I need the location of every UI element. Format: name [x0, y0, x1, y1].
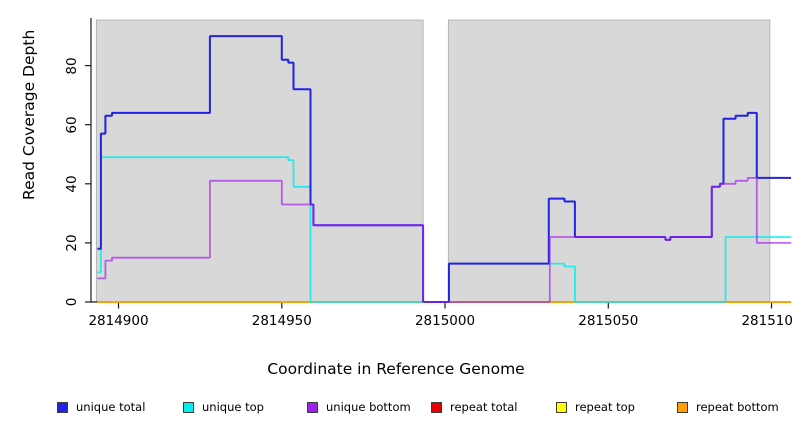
legend-item-unique-bottom: unique bottom [307, 399, 411, 415]
x-tick-label: 2815000 [414, 313, 476, 329]
repeat-total-swatch-icon [431, 401, 442, 413]
legend-label: repeat top [575, 400, 635, 414]
highlight-region [95, 19, 424, 303]
legend-item-repeat-total: repeat total [431, 399, 517, 415]
x-tick-label: 2815050 [578, 313, 639, 329]
legend-item-unique-total: unique total [57, 399, 145, 415]
series-unique-bottom [97, 177, 792, 303]
highlight-region [447, 19, 771, 303]
x-axis-title: Coordinate in Reference Genome [267, 360, 525, 378]
unique-bottom-swatch-icon [307, 401, 318, 413]
legend-label: unique top [202, 400, 264, 414]
y-axis-title: Read Coverage Depth [20, 29, 38, 200]
unique-top-swatch-icon [183, 401, 194, 413]
legend-label: repeat bottom [696, 400, 779, 414]
unique-total-swatch-icon [57, 401, 68, 413]
legend-item-unique-top: unique top [183, 399, 264, 415]
legend-label: unique bottom [326, 400, 411, 414]
y-tick-label: 80 [64, 57, 80, 75]
legend-item-repeat-bottom: repeat bottom [677, 399, 779, 415]
series-unique-total [97, 35, 792, 303]
repeat-top-swatch-icon [556, 401, 567, 413]
legend-label: repeat total [450, 400, 518, 414]
chart-legend: unique total unique top unique bottom re… [0, 399, 792, 421]
highlight-regions [95, 19, 771, 303]
x-tick-label: 2814900 [88, 313, 149, 329]
x-tick-label: 2814950 [251, 313, 312, 329]
legend-item-repeat-top: repeat top [556, 399, 635, 415]
repeat-bottom-swatch-icon [677, 401, 688, 413]
series-unique-top [97, 156, 792, 303]
legend-label: unique total [76, 400, 146, 414]
series-lines [97, 35, 792, 303]
